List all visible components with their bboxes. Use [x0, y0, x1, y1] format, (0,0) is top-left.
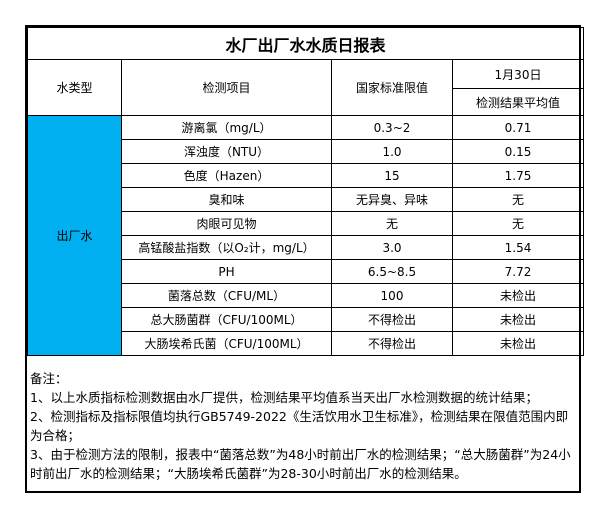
report-container: 水厂出厂水水质日报表 水类型 检测项目 国家标准限值 1月30日 检测结果平均值… [25, 25, 585, 493]
result-cell: 7.72 [451, 259, 585, 284]
standard-cell: 不得检出 [331, 331, 453, 356]
item-cell: 菌落总数（CFU/ML） [121, 283, 332, 308]
standard-cell: 无异臭、异味 [331, 187, 453, 212]
result-cell: 未检出 [451, 283, 585, 308]
result-cell: 0.71 [451, 115, 585, 140]
table-row: 大肠埃希氏菌（CFU/100ML） 不得检出 未检出 [28, 331, 585, 356]
standard-cell: 1.0 [331, 139, 453, 164]
header-result: 检测结果平均值 [451, 88, 585, 116]
standard-cell: 无 [331, 211, 453, 236]
header-date: 1月30日 [451, 59, 585, 89]
result-cell: 无 [451, 187, 585, 212]
header-item: 检测项目 [121, 59, 332, 116]
result-cell: 未检出 [451, 307, 585, 332]
result-cell: 未检出 [451, 331, 585, 356]
item-cell: 色度（Hazen） [121, 163, 332, 188]
standard-cell: 6.5~8.5 [331, 259, 453, 284]
header-standard: 国家标准限值 [331, 59, 453, 116]
table-row: 臭和味 无异臭、异味 无 [28, 187, 585, 212]
note-line: 2、检测指标及指标限值均执行GB5749-2022《生活饮用水卫生标准》，检测结… [30, 409, 569, 443]
table-row: 总大肠菌群（CFU/100ML） 不得检出 未检出 [28, 307, 585, 332]
item-cell: 浑浊度（NTU） [121, 139, 332, 164]
standard-cell: 3.0 [331, 235, 453, 260]
item-cell: 肉眼可见物 [121, 211, 332, 236]
item-cell: 游离氯（mg/L） [121, 115, 332, 140]
table-row: 浑浊度（NTU） 1.0 0.15 [28, 139, 585, 164]
table-row: PH 6.5~8.5 7.72 [28, 259, 585, 284]
item-cell: 总大肠菌群（CFU/100ML） [121, 307, 332, 332]
water-quality-table: 水厂出厂水水质日报表 水类型 检测项目 国家标准限值 1月30日 检测结果平均值… [26, 27, 585, 356]
item-cell: 臭和味 [121, 187, 332, 212]
standard-cell: 100 [331, 283, 453, 308]
notes-section: 备注： 1、以上水质指标检测数据由水厂提供，检测结果平均值系当天出厂水检测数据的… [27, 356, 579, 483]
table-row: 色度（Hazen） 15 1.75 [28, 163, 585, 188]
result-cell: 1.75 [451, 163, 585, 188]
water-type-cell: 出厂水 [27, 115, 122, 356]
result-cell: 0.15 [451, 139, 585, 164]
item-cell: 大肠埃希氏菌（CFU/100ML） [121, 331, 332, 356]
page-title: 水厂出厂水水质日报表 [26, 27, 585, 60]
standard-cell: 0.3~2 [331, 115, 453, 140]
notes-label: 备注： [30, 371, 68, 386]
result-cell: 1.54 [451, 235, 585, 260]
result-cell: 无 [451, 211, 585, 236]
table-row: 菌落总数（CFU/ML） 100 未检出 [28, 283, 585, 308]
standard-cell: 15 [331, 163, 453, 188]
table-row: 出厂水 游离氯（mg/L） 0.3~2 0.71 [27, 115, 585, 356]
note-line: 1、以上水质指标检测数据由水厂提供，检测结果平均值系当天出厂水检测数据的统计结果… [30, 390, 538, 405]
table-row: 肉眼可见物 无 无 [28, 211, 585, 236]
standard-cell: 不得检出 [331, 307, 453, 332]
note-line: 3、由于检测方法的限制，报表中“菌落总数”为48小时前出厂水的检测结果；“总大肠… [30, 447, 571, 481]
table-row: 高锰酸盐指数（以O₂计，mg/L） 3.0 1.54 [28, 235, 585, 260]
item-cell: 高锰酸盐指数（以O₂计，mg/L） [121, 235, 332, 260]
item-cell: PH [121, 259, 332, 284]
header-water-type: 水类型 [27, 59, 122, 116]
